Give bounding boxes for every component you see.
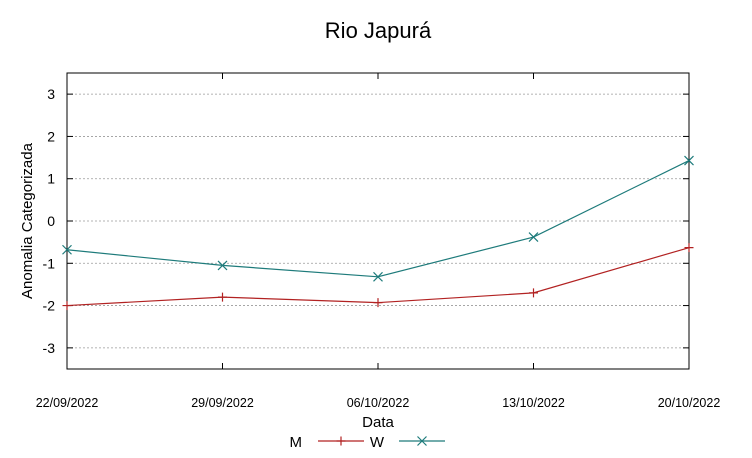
data-point-w <box>62 244 72 255</box>
data-point-m <box>373 298 383 308</box>
series-group <box>62 155 694 311</box>
legend: M W <box>290 434 445 451</box>
y-tick-label: -1 <box>43 255 56 271</box>
x-tick-label: 29/09/2022 <box>191 396 254 410</box>
x-tick-label: 13/10/2022 <box>502 396 565 410</box>
data-point-m <box>684 243 694 253</box>
y-tick-label: 0 <box>47 213 55 229</box>
y-tick-label: -3 <box>43 340 56 356</box>
legend-label-w: W <box>370 434 385 451</box>
data-point-m <box>62 301 72 311</box>
legend-swatch-m <box>318 436 364 446</box>
data-point-m <box>218 292 227 302</box>
x-tick-label: 06/10/2022 <box>347 396 410 410</box>
chart-title: Rio Japurá <box>325 18 432 43</box>
data-point-w <box>217 260 228 271</box>
y-tick-label: 1 <box>47 171 55 187</box>
series-line-w <box>66 159 690 278</box>
data-point-m <box>529 288 538 298</box>
x-axis: 22/09/2022 29/09/2022 06/10/2022 13/10/2022… <box>36 73 721 410</box>
legend-swatch-w <box>399 436 445 446</box>
x-tick-label: 20/10/2022 <box>658 396 721 410</box>
y-axis: 3 2 1 0 -1 -2 -3 <box>43 86 689 356</box>
y-tick-label: 3 <box>47 86 55 102</box>
data-point-w <box>684 155 694 166</box>
grid-lines <box>67 93 689 349</box>
y-axis-label: Anomalia Categorizada <box>19 142 36 299</box>
legend-label-m: M <box>290 434 303 451</box>
y-tick-label: 2 <box>47 128 55 144</box>
data-point-w <box>528 232 539 242</box>
y-tick-label: -2 <box>43 298 56 314</box>
data-point-w <box>373 271 383 282</box>
legend-marker-w <box>417 436 427 446</box>
x-axis-label: Data <box>362 414 394 431</box>
x-tick-label: 22/09/2022 <box>36 396 99 410</box>
legend-marker-m <box>336 436 346 446</box>
